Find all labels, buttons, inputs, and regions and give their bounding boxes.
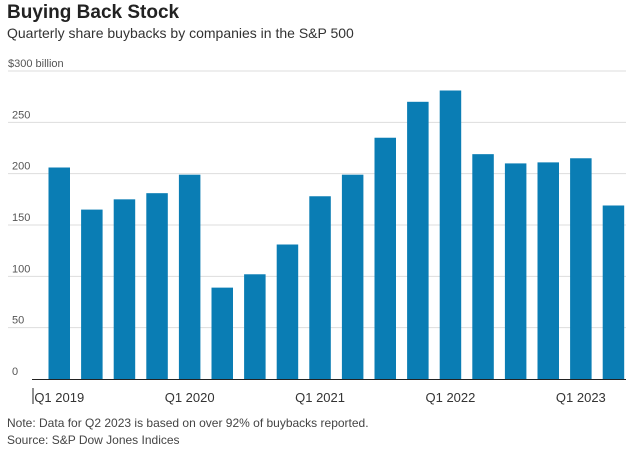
bar xyxy=(48,167,70,379)
bar xyxy=(81,209,103,379)
bar xyxy=(178,174,201,379)
y-tick-label: 150 xyxy=(12,212,30,224)
y-axis-label: $300 billion xyxy=(8,58,64,70)
bar xyxy=(113,199,136,379)
bar xyxy=(472,154,494,379)
chart-source: Source: S&P Dow Jones Indices xyxy=(7,433,180,447)
bar xyxy=(504,163,527,379)
chart-subtitle: Quarterly share buybacks by companies in… xyxy=(7,25,354,41)
chart-note: Note: Data for Q2 2023 is based on over … xyxy=(7,416,369,430)
bar xyxy=(276,244,299,379)
y-tick-label: 100 xyxy=(12,263,30,275)
bar xyxy=(341,174,364,379)
bar xyxy=(146,193,168,379)
bar xyxy=(244,274,266,379)
x-tick-label: Q1 2022 xyxy=(426,390,476,405)
bar xyxy=(374,137,396,379)
bar xyxy=(309,196,331,379)
bar xyxy=(211,287,233,379)
x-tick-label: Q1 2023 xyxy=(556,390,606,405)
x-tick-label: Q1 2019 xyxy=(34,390,84,405)
x-tick-label: Q1 2021 xyxy=(295,390,345,405)
y-tick-label: 250 xyxy=(12,109,30,121)
bar xyxy=(602,205,625,379)
y-tick-label: 50 xyxy=(12,315,24,327)
bar xyxy=(407,101,429,380)
bar xyxy=(439,90,462,380)
bar xyxy=(570,158,592,379)
y-tick-label: 200 xyxy=(12,161,30,173)
bar xyxy=(537,162,559,379)
bar-chart: $300 billion 0 50 100 150 200 250 Q1 2019 Q1 202… xyxy=(8,58,626,405)
y-tick-label: 0 xyxy=(12,366,18,378)
chart-title: Buying Back Stock xyxy=(7,2,180,23)
x-tick-label: Q1 2020 xyxy=(165,390,215,405)
